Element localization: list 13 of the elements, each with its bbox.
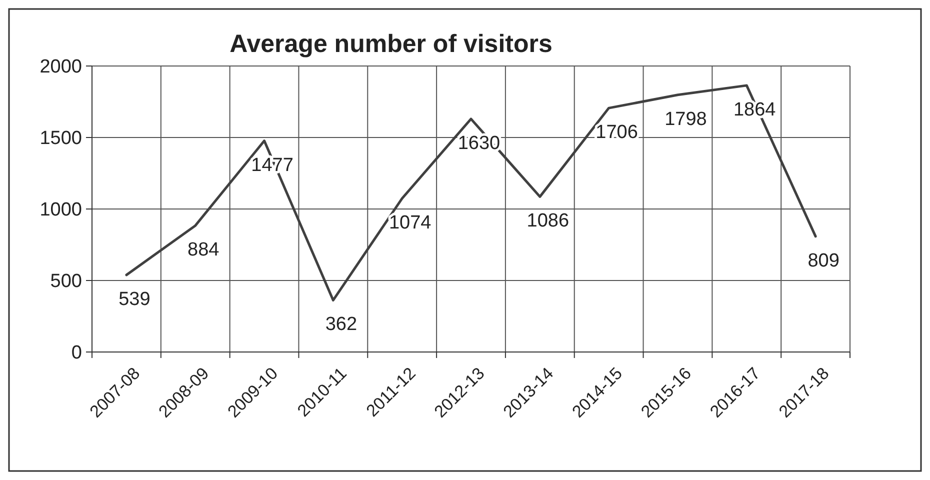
data-label: 1798 xyxy=(664,108,707,130)
data-label: 362 xyxy=(325,314,358,336)
y-tick-label: 2000 xyxy=(40,56,82,78)
chart-title: Average number of visitors xyxy=(230,30,552,58)
y-tick-label: 500 xyxy=(50,271,82,292)
y-tick-label: 1500 xyxy=(40,128,82,150)
data-label: 884 xyxy=(188,240,220,261)
y-tick-label: 0 xyxy=(71,342,82,364)
y-tick-label: 1000 xyxy=(40,200,82,221)
data-label: 539 xyxy=(118,288,150,310)
data-label: 809 xyxy=(808,250,840,272)
data-label: 1086 xyxy=(526,210,570,232)
data-label: 1074 xyxy=(388,212,432,234)
